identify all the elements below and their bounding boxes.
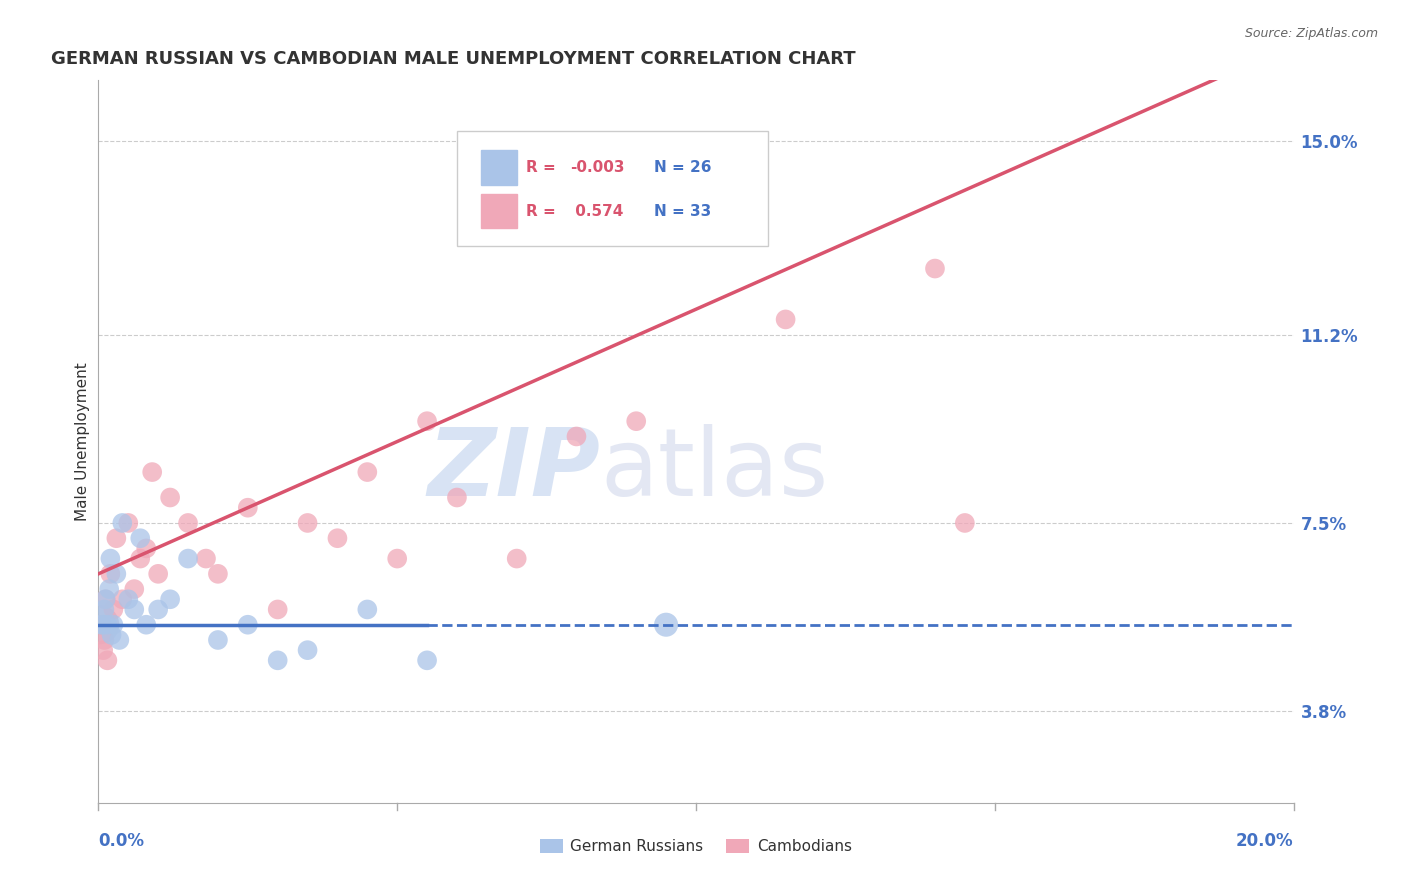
Point — [91, 617, 114, 632]
Text: 20.0%: 20.0% — [1236, 831, 1294, 850]
Point — [924, 261, 946, 276]
Point — [626, 414, 648, 428]
Point — [96, 617, 118, 632]
Point — [105, 531, 128, 545]
Point — [108, 632, 131, 647]
Bar — [481, 151, 517, 185]
Point — [129, 531, 152, 545]
Point — [111, 592, 134, 607]
Text: ZIP: ZIP — [427, 425, 600, 516]
Point — [356, 465, 378, 479]
Point — [416, 414, 439, 428]
Point — [103, 617, 125, 632]
Text: R =: R = — [526, 203, 561, 219]
Point — [148, 566, 170, 581]
Text: R =: R = — [526, 161, 561, 175]
Text: -0.003: -0.003 — [571, 161, 626, 175]
Text: Source: ZipAtlas.com: Source: ZipAtlas.com — [1244, 27, 1378, 40]
Bar — [481, 194, 517, 228]
Point — [236, 500, 259, 515]
Text: 0.0%: 0.0% — [98, 831, 145, 850]
Text: N = 26: N = 26 — [654, 161, 711, 175]
Point — [129, 551, 152, 566]
Point — [94, 592, 117, 607]
Text: N = 33: N = 33 — [654, 203, 711, 219]
Point — [103, 602, 125, 616]
Point — [124, 602, 146, 616]
Point — [90, 617, 112, 632]
Point — [148, 602, 170, 616]
Y-axis label: Male Unemployment: Male Unemployment — [75, 362, 90, 521]
Point — [159, 491, 181, 505]
Legend: German Russians, Cambodians: German Russians, Cambodians — [534, 833, 858, 860]
Text: 0.574: 0.574 — [571, 203, 624, 219]
Point — [416, 653, 439, 667]
Point — [953, 516, 976, 530]
Point — [177, 551, 200, 566]
Point — [98, 551, 122, 566]
Point — [135, 617, 157, 632]
Point — [117, 516, 139, 530]
Point — [207, 632, 229, 647]
Point — [94, 592, 117, 607]
Text: GERMAN RUSSIAN VS CAMBODIAN MALE UNEMPLOYMENT CORRELATION CHART: GERMAN RUSSIAN VS CAMBODIAN MALE UNEMPLO… — [51, 50, 855, 68]
Point — [93, 632, 115, 647]
Point — [195, 551, 218, 566]
Point — [506, 551, 529, 566]
Point — [446, 491, 468, 505]
Point — [326, 531, 349, 545]
Point — [89, 617, 111, 632]
Point — [96, 653, 118, 667]
Point — [90, 617, 112, 632]
Point — [236, 617, 259, 632]
Point — [565, 429, 588, 443]
Point — [105, 566, 128, 581]
Point — [177, 516, 200, 530]
Point — [124, 582, 146, 596]
Point — [100, 628, 122, 642]
Point — [135, 541, 157, 556]
Point — [111, 516, 134, 530]
Point — [93, 602, 115, 616]
Text: atlas: atlas — [600, 425, 828, 516]
Point — [159, 592, 181, 607]
Point — [117, 592, 139, 607]
Point — [297, 643, 319, 657]
Point — [356, 602, 378, 616]
FancyBboxPatch shape — [457, 131, 768, 246]
Point — [385, 551, 409, 566]
Point — [267, 602, 290, 616]
Point — [91, 643, 114, 657]
Point — [98, 566, 122, 581]
Point — [775, 312, 797, 326]
Point — [98, 582, 121, 596]
Point — [655, 617, 678, 632]
Point — [297, 516, 319, 530]
Point — [141, 465, 163, 479]
Point — [207, 566, 229, 581]
Point — [267, 653, 290, 667]
